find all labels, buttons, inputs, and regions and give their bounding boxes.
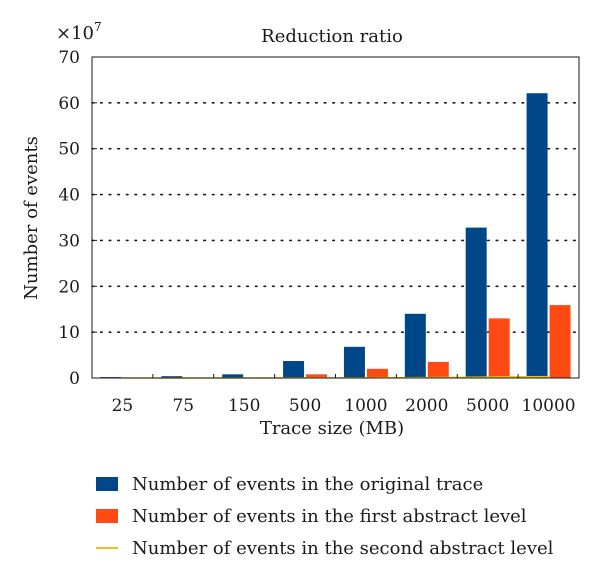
- bar-original-500: [283, 361, 305, 378]
- bar-original-2000: [404, 313, 426, 378]
- legend: Number of events in the original trace N…: [96, 468, 576, 564]
- legend-swatch-first-abstract: [96, 509, 118, 523]
- bar-chart: ×107 Reduction ratio Number of events Tr…: [21, 20, 580, 439]
- y-multiplier: ×107: [56, 20, 102, 44]
- y-tick-label: 50: [58, 140, 80, 160]
- legend-item-second-abstract: Number of events in the second abstract …: [96, 532, 576, 564]
- bar-first-abstract-5000: [488, 318, 510, 378]
- legend-label-original: Number of events in the original trace: [132, 473, 484, 495]
- y-axis-label: Number of events: [21, 136, 42, 300]
- bar-original-10000: [526, 93, 548, 378]
- x-tick-label: 2000: [405, 396, 448, 416]
- y-tick-label: 70: [58, 48, 80, 68]
- x-tick-label: 500: [289, 396, 321, 416]
- bar-first-abstract-10000: [549, 305, 571, 378]
- bar-original-150: [222, 374, 244, 378]
- x-tick-label: 75: [172, 396, 194, 416]
- y-tick-label: 20: [58, 277, 80, 297]
- legend-label-first-abstract: Number of events in the first abstract l…: [132, 505, 527, 527]
- bar-first-abstract-500: [306, 374, 328, 378]
- y-tick-label: 60: [58, 94, 80, 114]
- x-axis-label: Trace size (MB): [260, 418, 404, 439]
- bar-original-5000: [465, 227, 487, 378]
- x-tick-label: 5000: [466, 396, 509, 416]
- y-tick-label: 40: [58, 186, 80, 206]
- x-tick-label: 25: [112, 396, 134, 416]
- legend-swatch-original: [96, 477, 118, 491]
- y-tick-label: 30: [58, 231, 80, 251]
- bar-first-abstract-2000: [427, 361, 449, 378]
- x-tick-label: 150: [228, 396, 260, 416]
- bar-original-75: [161, 376, 183, 378]
- legend-label-second-abstract: Number of events in the second abstract …: [132, 537, 554, 559]
- legend-item-original: Number of events in the original trace: [96, 468, 576, 500]
- bar-first-abstract-1000: [366, 368, 388, 378]
- y-multiplier-exponent: 7: [94, 20, 102, 34]
- bar-original-1000: [343, 346, 365, 378]
- y-tick-label: 10: [58, 323, 80, 343]
- y-tick-label: 0: [69, 369, 80, 389]
- chart-title: Reduction ratio: [261, 26, 403, 47]
- x-tick-label: 10000: [522, 396, 576, 416]
- legend-swatch-second-abstract: [96, 547, 118, 549]
- legend-item-first-abstract: Number of events in the first abstract l…: [96, 500, 576, 532]
- x-tick-label: 1000: [344, 396, 387, 416]
